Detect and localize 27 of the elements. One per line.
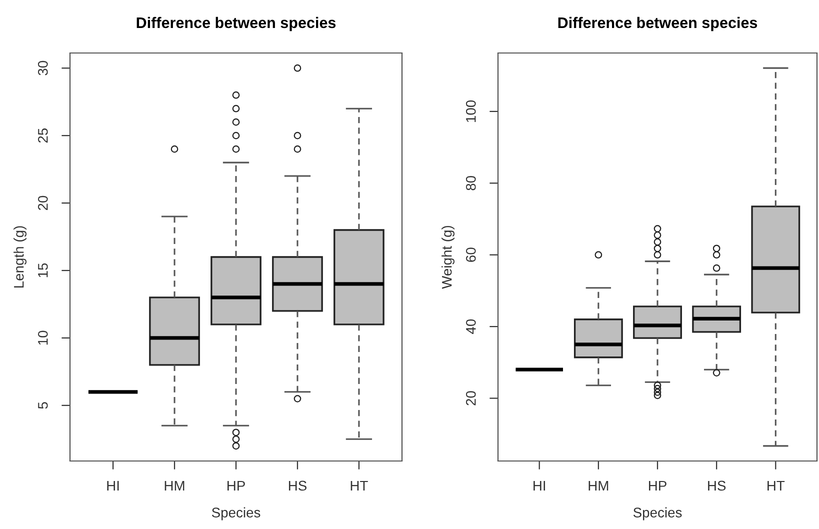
x-tick-label: HI <box>534 480 546 491</box>
x-tick-label: HI <box>107 480 119 491</box>
x-tick-label: HT <box>350 480 368 491</box>
y-tick-label: 30 <box>38 60 48 76</box>
y-axis-title: Weight (g) <box>442 226 454 289</box>
y-tick-label: 15 <box>38 263 48 278</box>
y-tick-label: 20 <box>466 391 476 406</box>
x-tick-label: HP <box>648 480 666 491</box>
x-tick-label: HS <box>288 480 306 491</box>
y-tick-label: 20 <box>38 196 48 210</box>
chart-title: Difference between species <box>136 16 336 32</box>
x-tick-label: HM <box>164 480 184 491</box>
y-tick-label: 60 <box>466 248 476 262</box>
y-tick-label: 25 <box>38 128 48 143</box>
x-tick-label: HM <box>588 480 608 491</box>
x-tick-label: HP <box>227 480 245 491</box>
x-tick-label: HT <box>768 480 785 491</box>
y-tick-label: 100 <box>466 100 476 122</box>
y-tick-label: 10 <box>38 330 48 345</box>
x-tick-label: HS <box>708 480 726 491</box>
x-axis-title: Species <box>633 507 682 520</box>
y-tick-label: 80 <box>466 176 476 190</box>
y-axis-title: Length (g) <box>14 226 26 288</box>
y-tick-label: 40 <box>466 319 476 334</box>
chart-title: Difference between species <box>558 16 758 32</box>
y-tick-label: 5 <box>38 402 48 409</box>
x-axis-title: Species <box>212 507 260 520</box>
